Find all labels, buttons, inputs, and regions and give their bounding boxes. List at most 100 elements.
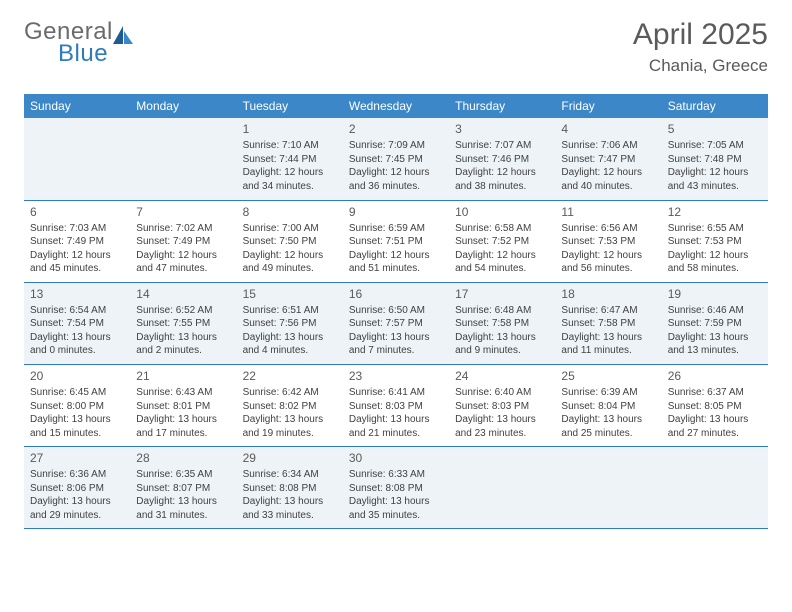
sunset-text: Sunset: 7:51 PM [349, 235, 443, 249]
sunrise-text: Sunrise: 6:35 AM [136, 468, 230, 482]
day-number: 20 [30, 368, 124, 384]
sunset-text: Sunset: 8:07 PM [136, 482, 230, 496]
daylight-text: Daylight: 13 hours [349, 413, 443, 427]
sunset-text: Sunset: 7:49 PM [30, 235, 124, 249]
sunrise-text: Sunrise: 7:03 AM [30, 222, 124, 236]
sunset-text: Sunset: 8:03 PM [349, 400, 443, 414]
day-number: 27 [30, 450, 124, 466]
calendar-day-cell: 23Sunrise: 6:41 AMSunset: 8:03 PMDayligh… [343, 364, 449, 446]
day-number: 4 [561, 121, 655, 137]
sunrise-text: Sunrise: 6:58 AM [455, 222, 549, 236]
daylight-text: Daylight: 13 hours [136, 331, 230, 345]
day-number: 19 [668, 286, 762, 302]
calendar-day-cell: 29Sunrise: 6:34 AMSunset: 8:08 PMDayligh… [237, 447, 343, 529]
sunrise-text: Sunrise: 6:42 AM [243, 386, 337, 400]
calendar-empty-cell [130, 118, 236, 200]
logo-text-blue: Blue [58, 40, 108, 67]
calendar-day-cell: 10Sunrise: 6:58 AMSunset: 7:52 PMDayligh… [449, 200, 555, 282]
calendar-week-row: 27Sunrise: 6:36 AMSunset: 8:06 PMDayligh… [24, 447, 768, 529]
day-number: 24 [455, 368, 549, 384]
sunset-text: Sunset: 8:08 PM [243, 482, 337, 496]
day-header: Saturday [662, 94, 768, 118]
daylight-text: and 54 minutes. [455, 262, 549, 276]
daylight-text: and 0 minutes. [30, 344, 124, 358]
sunset-text: Sunset: 7:55 PM [136, 317, 230, 331]
day-number: 1 [243, 121, 337, 137]
sunrise-text: Sunrise: 7:07 AM [455, 139, 549, 153]
page-title: April 2025 [633, 18, 768, 52]
daylight-text: and 9 minutes. [455, 344, 549, 358]
daylight-text: and 56 minutes. [561, 262, 655, 276]
day-number: 12 [668, 204, 762, 220]
daylight-text: Daylight: 12 hours [455, 166, 549, 180]
sunset-text: Sunset: 7:58 PM [455, 317, 549, 331]
sunrise-text: Sunrise: 6:46 AM [668, 304, 762, 318]
day-number: 8 [243, 204, 337, 220]
calendar-header-row: SundayMondayTuesdayWednesdayThursdayFrid… [24, 94, 768, 118]
daylight-text: Daylight: 13 hours [243, 495, 337, 509]
daylight-text: Daylight: 13 hours [243, 413, 337, 427]
sunrise-text: Sunrise: 6:36 AM [30, 468, 124, 482]
daylight-text: Daylight: 13 hours [349, 331, 443, 345]
daylight-text: and 35 minutes. [349, 509, 443, 523]
day-number: 21 [136, 368, 230, 384]
daylight-text: and 15 minutes. [30, 427, 124, 441]
sunset-text: Sunset: 7:53 PM [668, 235, 762, 249]
calendar-empty-cell [555, 447, 661, 529]
daylight-text: Daylight: 13 hours [136, 413, 230, 427]
day-number: 30 [349, 450, 443, 466]
daylight-text: and 34 minutes. [243, 180, 337, 194]
sunset-text: Sunset: 8:01 PM [136, 400, 230, 414]
daylight-text: and 43 minutes. [668, 180, 762, 194]
sunrise-text: Sunrise: 6:55 AM [668, 222, 762, 236]
sunrise-text: Sunrise: 6:54 AM [30, 304, 124, 318]
daylight-text: Daylight: 13 hours [561, 331, 655, 345]
daylight-text: and 17 minutes. [136, 427, 230, 441]
calendar-day-cell: 15Sunrise: 6:51 AMSunset: 7:56 PMDayligh… [237, 282, 343, 364]
calendar-day-cell: 24Sunrise: 6:40 AMSunset: 8:03 PMDayligh… [449, 364, 555, 446]
daylight-text: Daylight: 13 hours [30, 413, 124, 427]
daylight-text: Daylight: 12 hours [349, 166, 443, 180]
calendar-day-cell: 21Sunrise: 6:43 AMSunset: 8:01 PMDayligh… [130, 364, 236, 446]
calendar-body: 1 Sunrise: 7:10 AMSunset: 7:44 PM Daylight… [24, 118, 768, 529]
calendar-day-cell: 20Sunrise: 6:45 AMSunset: 8:00 PMDayligh… [24, 364, 130, 446]
daylight-text: and 40 minutes. [561, 180, 655, 194]
daylight-text: and 31 minutes. [136, 509, 230, 523]
sunrise-text: Sunrise: 7:09 AM [349, 139, 443, 153]
sunset-text: Sunset: 7:54 PM [30, 317, 124, 331]
calendar-day-cell: 17Sunrise: 6:48 AMSunset: 7:58 PMDayligh… [449, 282, 555, 364]
sunset-text: Sunset: 7:59 PM [668, 317, 762, 331]
calendar-day-cell: 16Sunrise: 6:50 AMSunset: 7:57 PMDayligh… [343, 282, 449, 364]
daylight-text: Daylight: 13 hours [136, 495, 230, 509]
calendar-day-cell: 3Sunrise: 7:07 AMSunset: 7:46 PMDaylight… [449, 118, 555, 200]
day-number: 2 [349, 121, 443, 137]
daylight-text: and 19 minutes. [243, 427, 337, 441]
calendar-day-cell: 18Sunrise: 6:47 AMSunset: 7:58 PMDayligh… [555, 282, 661, 364]
calendar-day-cell: 8Sunrise: 7:00 AMSunset: 7:50 PMDaylight… [237, 200, 343, 282]
day-number: 14 [136, 286, 230, 302]
calendar-day-cell: 5Sunrise: 7:05 AMSunset: 7:48 PMDaylight… [662, 118, 768, 200]
location-label: Chania, Greece [633, 56, 768, 76]
sunrise-text: Sunrise: 7:00 AM [243, 222, 337, 236]
calendar-day-cell: 19Sunrise: 6:46 AMSunset: 7:59 PMDayligh… [662, 282, 768, 364]
day-number: 7 [136, 204, 230, 220]
day-number: 13 [30, 286, 124, 302]
daylight-text: and 13 minutes. [668, 344, 762, 358]
sunset-text: Sunset: 7:44 PM [243, 153, 337, 167]
sunset-text: Sunset: 7:50 PM [243, 235, 337, 249]
calendar-day-cell: 2Sunrise: 7:09 AMSunset: 7:45 PMDaylight… [343, 118, 449, 200]
daylight-text: and 27 minutes. [668, 427, 762, 441]
day-number: 16 [349, 286, 443, 302]
daylight-text: Daylight: 12 hours [561, 166, 655, 180]
daylight-text: and 38 minutes. [455, 180, 549, 194]
daylight-text: and 47 minutes. [136, 262, 230, 276]
sunrise-text: Sunrise: 6:51 AM [243, 304, 337, 318]
calendar-day-cell: 13Sunrise: 6:54 AMSunset: 7:54 PMDayligh… [24, 282, 130, 364]
sunset-text: Sunset: 8:05 PM [668, 400, 762, 414]
day-number: 29 [243, 450, 337, 466]
daylight-text: Daylight: 12 hours [136, 249, 230, 263]
daylight-text: and 25 minutes. [561, 427, 655, 441]
daylight-text: Daylight: 13 hours [243, 331, 337, 345]
sunrise-text: Sunrise: 7:10 AM [243, 139, 337, 153]
sunrise-text: Sunrise: 6:59 AM [349, 222, 443, 236]
